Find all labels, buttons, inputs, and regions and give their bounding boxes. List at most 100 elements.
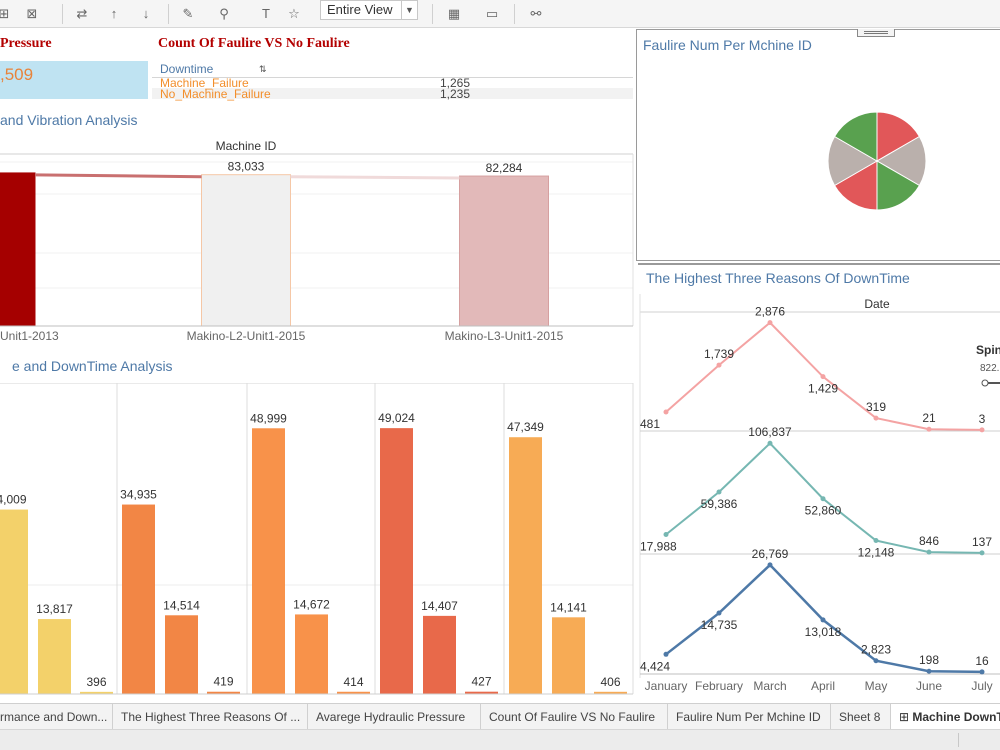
data-label: 82,284 xyxy=(486,161,523,175)
data-label: 396 xyxy=(86,675,106,689)
data-label: 21 xyxy=(922,411,936,425)
tab-hydraulic-pressure[interactable]: Avarege Hydraulic Pressure xyxy=(308,704,481,730)
dashboard-icon: ⊞ xyxy=(899,710,913,724)
tab-sheet-8[interactable]: Sheet 8 xyxy=(831,704,891,730)
data-label: 1,429 xyxy=(808,382,838,396)
label-icon[interactable]: T xyxy=(262,6,270,21)
data-label: 319 xyxy=(866,400,886,414)
drag-handle[interactable] xyxy=(857,29,895,37)
data-point xyxy=(820,617,826,623)
data-label: 427 xyxy=(471,675,491,689)
trend-connector xyxy=(290,175,460,180)
slider-handle-icon xyxy=(981,379,989,387)
presentation-icon[interactable]: ▭ xyxy=(485,6,499,21)
data-label: 14,735 xyxy=(701,618,738,632)
data-label: 2,823 xyxy=(861,643,891,657)
data-label: 14,672 xyxy=(293,597,330,611)
bar xyxy=(0,172,36,327)
data-point xyxy=(873,538,879,544)
trend-connector xyxy=(34,173,202,179)
bar xyxy=(337,691,370,694)
x-tick-label: February xyxy=(695,679,743,693)
data-label: 406 xyxy=(600,675,620,689)
clear-sheet-icon[interactable]: ⊠ xyxy=(26,6,38,21)
tab-three-reasons[interactable]: The Highest Three Reasons Of ... xyxy=(113,704,308,730)
sort-icon[interactable]: ⇅ xyxy=(259,64,267,74)
bar xyxy=(459,175,549,327)
new-sheet-icon[interactable]: ⊞ xyxy=(0,6,10,21)
pie-slice xyxy=(876,111,921,162)
data-label: 14,141 xyxy=(550,600,587,614)
fit-dropdown[interactable]: Entire View ▼ xyxy=(320,0,418,20)
data-label: 419 xyxy=(213,675,233,689)
data-label: 846 xyxy=(919,534,939,548)
fit-dropdown-label: Entire View xyxy=(327,2,393,17)
bar xyxy=(295,614,328,694)
date-header: Date xyxy=(864,297,890,311)
data-label: 52,860 xyxy=(805,504,842,518)
data-point xyxy=(979,550,985,556)
bar xyxy=(38,619,71,694)
data-label: 83,033 xyxy=(228,160,265,174)
bar xyxy=(207,691,240,694)
data-point xyxy=(873,415,879,421)
failure-row-value: 1,265 xyxy=(440,76,471,90)
data-label: 47,349 xyxy=(507,420,544,434)
status-bar-divider xyxy=(958,733,959,747)
tab-failure-count[interactable]: Count Of Faulire VS No Faulire xyxy=(481,704,668,730)
data-label: 4,424 xyxy=(640,659,670,673)
tab-performance[interactable]: rmance and Down... xyxy=(0,704,113,730)
data-label: 14,514 xyxy=(163,598,200,612)
data-point xyxy=(767,562,773,568)
sort-asc-icon[interactable]: ↑ xyxy=(110,6,118,21)
pie-chart xyxy=(827,111,927,211)
sort-desc-icon[interactable]: ↓ xyxy=(142,6,150,21)
legend-value: 822. xyxy=(980,363,999,374)
toolbar-divider xyxy=(62,4,63,24)
data-point xyxy=(820,496,826,502)
data-label: 16 xyxy=(975,654,989,668)
bar xyxy=(423,615,456,694)
tab-label: rmance and Down... xyxy=(0,710,108,724)
bar xyxy=(0,509,28,694)
x-tick-label: June xyxy=(916,679,942,693)
x-tick-label: Unit1-2013 xyxy=(0,329,59,343)
tab-label: Avarege Hydraulic Pressure xyxy=(316,710,466,724)
sheet-tabs: rmance and Down... The Highest Three Rea… xyxy=(0,703,1000,730)
group-icon[interactable]: ⚲ xyxy=(219,6,229,21)
data-label: 3 xyxy=(979,412,986,426)
data-point xyxy=(820,374,826,380)
swap-icon[interactable]: ⇄ xyxy=(76,6,88,21)
show-me-icon[interactable]: ▦ xyxy=(447,6,461,21)
chevron-down-icon: ▼ xyxy=(401,1,417,19)
bar xyxy=(509,437,542,694)
data-label: 198 xyxy=(919,653,939,667)
failure-table-rule xyxy=(152,77,633,78)
reasons-title: The Highest Three Reasons Of DownTime xyxy=(646,270,910,286)
bar xyxy=(80,691,113,694)
data-point xyxy=(767,440,773,446)
tab-label: The Highest Three Reasons Of ... xyxy=(121,710,301,724)
bar xyxy=(122,504,155,694)
pie-slice xyxy=(876,160,921,211)
failure-row-band xyxy=(152,88,633,99)
pie-slice xyxy=(833,160,878,211)
tab-failure-per-machine[interactable]: Faulire Num Per Mchine ID xyxy=(668,704,831,730)
data-label: 137 xyxy=(972,535,992,549)
x-tick-label: March xyxy=(753,679,786,693)
highlight-icon[interactable]: ✎ xyxy=(182,6,194,21)
data-point xyxy=(926,668,932,674)
bar xyxy=(252,428,285,694)
share-icon[interactable]: ⚯ xyxy=(530,6,542,21)
x-tick-label: Makino-L2-Unit1-2015 xyxy=(187,329,306,343)
data-point xyxy=(979,669,985,675)
failure-row-label: No_Machine_Failure xyxy=(160,87,271,101)
tab-machine-downtime[interactable]: ⊞ Machine DownT xyxy=(891,704,1000,730)
data-label: 59,386 xyxy=(701,497,738,511)
pie-slice xyxy=(827,135,878,187)
toolbar-divider xyxy=(432,4,433,24)
bar xyxy=(201,174,291,327)
data-point xyxy=(716,362,722,368)
pin-icon[interactable]: ☆ xyxy=(288,6,300,21)
pressure-kpi-box: ,509 xyxy=(0,61,148,99)
